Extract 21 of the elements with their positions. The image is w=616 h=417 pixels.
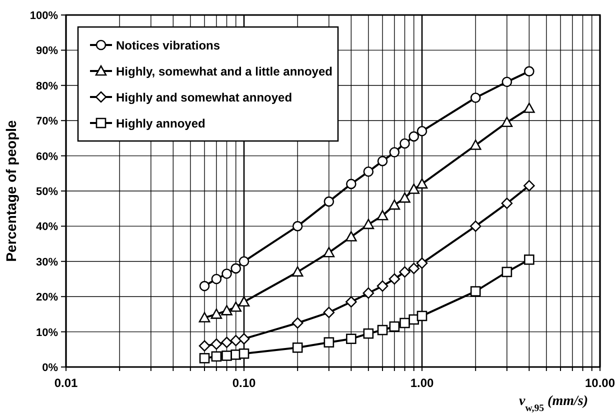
legend-label: Highly, somewhat and a little annoyed — [116, 64, 332, 78]
y-tick-label: 100% — [30, 10, 58, 22]
x-tick-label: 0.10 — [232, 376, 256, 390]
legend-label: Highly and somewhat annoyed — [116, 90, 292, 104]
y-tick-label: 90% — [36, 45, 58, 58]
y-tick-label: 70% — [36, 116, 58, 128]
x-tick-label: 10.00 — [584, 376, 616, 390]
y-tick-label: 40% — [36, 221, 58, 234]
y-tick-label: 0% — [42, 362, 58, 374]
y-tick-label: 80% — [36, 80, 58, 92]
legend-label: Notices vibrations — [116, 38, 220, 52]
y-tick-label: 50% — [36, 186, 58, 198]
x-axis-title: v$_{w,95}$ (mm/s) — [519, 394, 588, 414]
x-tick-label: 1.00 — [410, 376, 434, 390]
y-axis-title: Percentage of people — [3, 120, 19, 262]
x-tick-label: 0.01 — [54, 376, 78, 390]
y-tick-label: 60% — [36, 150, 58, 163]
y-tick-label: 20% — [36, 292, 58, 304]
y-tick-label: 10% — [36, 326, 58, 339]
y-tick-label: 30% — [36, 256, 58, 268]
legend-label: Highly annoyed — [116, 116, 206, 130]
